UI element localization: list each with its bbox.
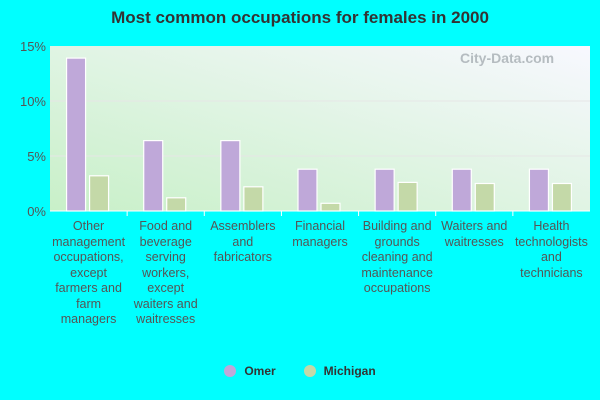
bar-omer — [220, 140, 241, 212]
bar-michigan — [166, 197, 187, 212]
legend-label: Michigan — [323, 364, 376, 378]
bar-michigan — [320, 202, 341, 212]
plot-area — [50, 46, 590, 211]
bar-michigan — [88, 175, 110, 212]
y-tick-label: 10% — [20, 94, 46, 109]
chart-title: Most common occupations for females in 2… — [111, 8, 489, 27]
bar-michigan — [243, 186, 264, 212]
legend-swatch — [303, 365, 316, 377]
bar-michigan — [397, 181, 418, 212]
legend-item: Michigan — [303, 364, 376, 378]
bar-omer — [143, 140, 164, 212]
bar-omer — [374, 168, 395, 212]
y-tick-label: 15% — [20, 39, 46, 54]
bar-omer — [451, 168, 472, 212]
x-tick-label: Building and grounds cleaning and mainte… — [361, 219, 433, 295]
bar-omer — [528, 168, 550, 212]
y-tick-label: 5% — [27, 149, 46, 164]
x-tick-label: Financial managers — [292, 219, 348, 249]
legend-swatch — [224, 365, 237, 377]
bar-michigan — [551, 182, 573, 212]
bar-michigan — [474, 182, 495, 212]
x-tick-label: Health technologists and technicians — [514, 219, 588, 280]
x-tick-label: Assemblers and fabricators — [210, 219, 276, 264]
y-tick-label: 0% — [27, 204, 46, 219]
x-tick-label: Other management occupations, except far… — [52, 219, 126, 326]
legend: Omer Michigan — [0, 364, 600, 380]
bar-omer — [297, 168, 318, 212]
legend-label: Omer — [244, 364, 276, 378]
bar-omer — [65, 57, 87, 212]
watermark: City-Data.com — [460, 50, 555, 66]
legend-item: Omer — [224, 364, 276, 378]
x-tick-label: Waiters and waitresses — [441, 219, 508, 249]
x-tick-label: Food and beverage serving workers, excep… — [133, 219, 198, 326]
